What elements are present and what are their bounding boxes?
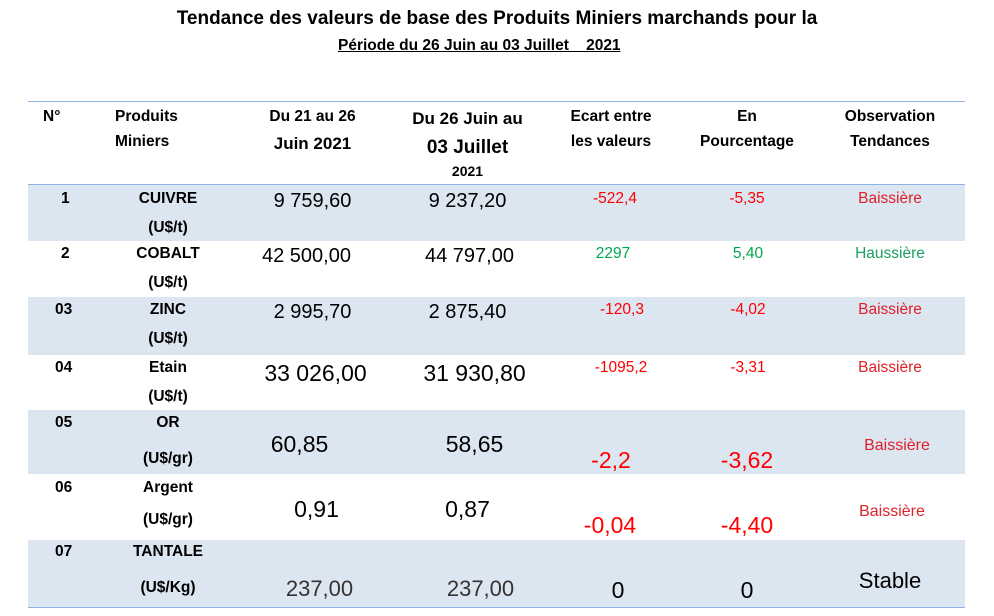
header-period2-line1: Du 26 Juin au: [412, 109, 523, 128]
row-value-period1: 237,00: [285, 576, 354, 601]
row-trend: Baissière: [864, 437, 930, 454]
row-diff: -522,4: [593, 190, 637, 207]
row-value-period2: 237,00: [446, 576, 515, 601]
row-trend: Stable: [858, 568, 922, 593]
row-product-unit: (U$/gr): [143, 511, 193, 528]
row-num: 05: [55, 414, 73, 431]
header-diff-line2: les valeurs: [570, 133, 652, 150]
header-period1-line1: Du 21 au 26: [269, 108, 356, 125]
row-value-period2: 2 875,40: [428, 301, 507, 323]
table-top-rule: [28, 101, 965, 102]
row-num: 03: [55, 301, 73, 318]
row-diff: -2,2: [591, 447, 631, 473]
row-value-period1: 0,91: [294, 496, 339, 522]
header-period2-line2: 03 Juillet: [426, 137, 509, 158]
row-diff: 0: [611, 577, 625, 603]
row-trend: Baissière: [858, 190, 922, 207]
row-product-unit: (U$/t): [148, 274, 188, 291]
row-pct: 0: [740, 577, 754, 603]
row-band-5: [28, 410, 965, 474]
row-product-unit: (U$/Kg): [140, 579, 196, 596]
header-diff-line1: Ecart entre: [570, 108, 652, 125]
row-value-period1: 60,85: [270, 431, 329, 457]
row-product-unit: (U$/t): [148, 388, 188, 405]
header-rule: [28, 184, 965, 185]
row-pct: -4,02: [730, 301, 766, 318]
row-value-period2: 58,65: [445, 431, 504, 457]
row-pct: -5,35: [729, 190, 765, 207]
header-obs-line1: Observation: [844, 108, 936, 125]
header-pct-line1: En: [737, 108, 757, 125]
row-band-3: [28, 297, 965, 355]
row-pct: -4,40: [720, 512, 774, 538]
row-pct: -3,62: [720, 447, 774, 473]
header-pct-line2: Pourcentage: [700, 133, 794, 150]
row-value-period2: 31 930,80: [423, 360, 526, 386]
row-diff: -1095,2: [594, 359, 648, 376]
row-trend: Haussière: [855, 245, 925, 262]
row-diff: -0,04: [583, 512, 637, 538]
header-period1-line2: Juin 2021: [273, 134, 352, 153]
row-value-period2: 44 797,00: [425, 245, 514, 267]
row-value-period1: 33 026,00: [264, 360, 367, 386]
row-band-1: [28, 185, 965, 241]
row-product-name: CUIVRE: [138, 190, 198, 207]
table-bottom-rule: [28, 607, 965, 608]
row-num: 06: [55, 479, 73, 496]
row-product-unit: (U$/gr): [143, 450, 193, 467]
row-product-name: ZINC: [149, 301, 187, 318]
row-value-period2: 0,87: [445, 496, 490, 522]
header-obs-line2: Tendances: [850, 133, 930, 150]
row-band-7: [28, 540, 965, 607]
row-value-period1: 9 759,60: [273, 190, 352, 212]
header-product-line2: Miniers: [115, 133, 170, 150]
row-trend: Baissière: [858, 301, 922, 318]
row-num: 2: [61, 245, 70, 262]
row-product-name: Argent: [143, 479, 193, 496]
header-product-line1: Produits: [115, 108, 178, 125]
document-title: Tendance des valeurs de base des Produit…: [176, 8, 818, 29]
row-pct: 5,40: [732, 245, 764, 262]
row-product-name: COBALT: [136, 245, 200, 262]
row-product-unit: (U$/t): [148, 219, 188, 236]
row-trend: Baissière: [859, 503, 925, 520]
row-value-period2: 9 237,20: [428, 190, 507, 212]
row-trend: Baissière: [858, 359, 922, 376]
row-diff: 2297: [595, 245, 631, 262]
document-subtitle: Période du 26 Juin au 03 Juillet 2021: [338, 37, 621, 54]
row-value-period1: 2 995,70: [273, 301, 352, 323]
header-period2-line3: 2021: [451, 163, 484, 179]
row-product-name: OR: [156, 414, 180, 431]
header-num: N°: [43, 108, 61, 125]
row-product-unit: (U$/t): [148, 330, 188, 347]
row-num: 04: [55, 359, 73, 376]
row-num: 07: [55, 543, 73, 560]
row-value-period1: 42 500,00: [262, 245, 351, 267]
row-product-name: Etain: [149, 359, 187, 376]
row-pct: -3,31: [730, 359, 766, 376]
row-product-name: TANTALE: [132, 543, 204, 560]
row-diff: -120,3: [600, 301, 644, 318]
row-num: 1: [61, 190, 70, 207]
